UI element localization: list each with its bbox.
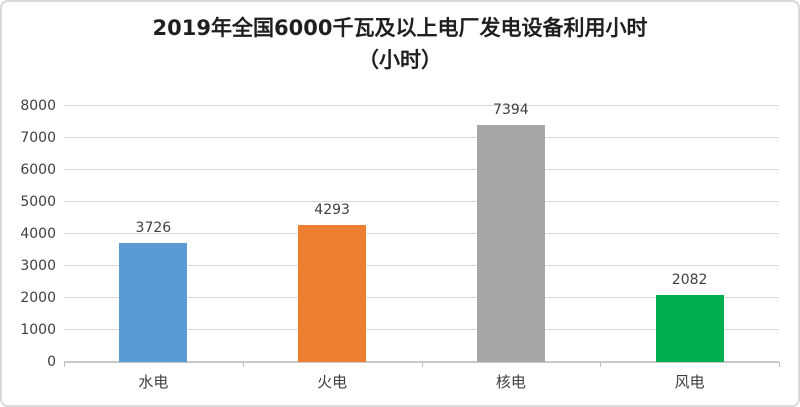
y-tick-label: 2000 <box>20 290 56 306</box>
chart-title: 2019年全国6000千瓦及以上电厂发电设备利用小时 （小时） <box>2 12 798 76</box>
bar-value-label: 2082 <box>671 272 708 289</box>
x-axis-tick <box>64 362 65 367</box>
y-tick-label: 6000 <box>20 162 56 178</box>
x-axis-tick <box>242 362 244 367</box>
y-tick-label: 8000 <box>20 98 56 114</box>
gridline <box>64 137 779 138</box>
gridline <box>64 169 779 170</box>
chart-title-line1: 2019年全国6000千瓦及以上电厂发电设备利用小时 <box>152 16 648 40</box>
y-tick-label: 4000 <box>20 226 56 242</box>
bar-1 <box>298 224 367 362</box>
y-axis-labels: 0 1000 2000 3000 4000 5000 6000 7000 8000 <box>2 98 56 370</box>
bar-value-label: 7394 <box>493 102 529 119</box>
gridline <box>64 297 779 298</box>
gridline <box>64 233 779 234</box>
y-tick-label: 1000 <box>20 322 56 338</box>
gridline <box>64 265 779 266</box>
plot-area: 3726 4293 7394 2082 <box>64 102 780 367</box>
y-tick-label: 7000 <box>20 130 56 146</box>
bar-0 <box>119 242 188 362</box>
x-axis-tick <box>421 362 423 367</box>
gridline <box>64 201 779 202</box>
x-category-label: 核电 <box>495 373 526 391</box>
bar-3 <box>655 295 724 362</box>
y-tick-label: 5000 <box>20 194 56 210</box>
x-axis-tick <box>600 362 602 367</box>
gridline <box>64 105 779 106</box>
x-category-label: 火电 <box>317 373 348 391</box>
bar-2 <box>476 125 545 362</box>
bar-value-label: 3726 <box>135 219 172 236</box>
x-category-label: 风电 <box>674 373 705 391</box>
gridline <box>64 329 779 330</box>
x-category-label: 水电 <box>138 373 169 391</box>
chart-title-line2: （小时） <box>358 48 442 72</box>
x-axis-tick <box>779 362 780 367</box>
y-tick-label: 0 <box>47 354 56 370</box>
bar-value-label: 4293 <box>314 201 350 218</box>
x-axis-labels: 水电 火电 核电 风电 <box>64 371 779 392</box>
y-tick-label: 3000 <box>20 258 56 274</box>
